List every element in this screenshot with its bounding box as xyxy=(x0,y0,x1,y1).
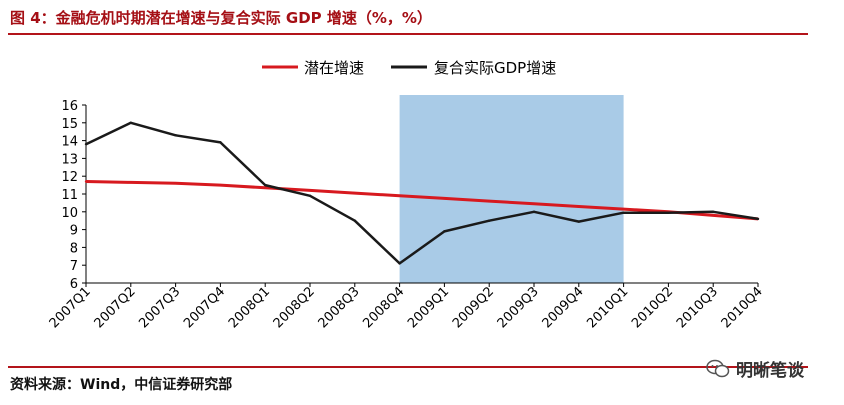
potential-growth-point xyxy=(264,186,267,189)
x-tick-label: 2007Q2 xyxy=(92,284,139,331)
potential-growth-point xyxy=(532,202,536,205)
potential-growth-point xyxy=(219,183,222,187)
actual-gdp-growth-point xyxy=(353,219,356,222)
actual-gdp-growth-point xyxy=(488,219,491,222)
actual-gdp-growth-point xyxy=(712,210,715,213)
potential-growth-point xyxy=(84,180,88,183)
chart-title: 图 4：金融危机时期潜在增速与复合实际 GDP 增速（%，%） xyxy=(10,9,432,27)
actual-gdp-growth-point xyxy=(264,183,267,187)
wechat-icon xyxy=(706,359,730,377)
actual-gdp-growth-point xyxy=(577,220,580,223)
actual-gdp-growth-point xyxy=(756,217,760,221)
watermark-text: 明晰笔谈 xyxy=(736,361,804,381)
actual-gdp-growth-point xyxy=(667,211,670,214)
potential-growth-point xyxy=(488,199,491,203)
x-tick-label: 2008Q1 xyxy=(226,284,273,331)
x-tick-label: 2009Q3 xyxy=(495,284,542,331)
x-tick-label: 2009Q2 xyxy=(450,284,497,331)
x-tick-label: 2010Q4 xyxy=(719,284,766,331)
watermark: 明晰笔谈 xyxy=(706,356,804,381)
y-tick-label: 9 xyxy=(70,224,78,239)
y-tick-label: 16 xyxy=(61,99,78,114)
x-tick-label: 2010Q3 xyxy=(674,284,721,331)
source-rule xyxy=(8,366,808,368)
shaded-period xyxy=(399,95,624,283)
actual-gdp-growth-point xyxy=(622,211,625,214)
y-tick-label: 6 xyxy=(70,277,78,292)
y-tick-label: 15 xyxy=(61,117,78,132)
actual-gdp-growth-line xyxy=(85,121,759,265)
y-tick-label: 14 xyxy=(61,135,78,150)
source-note: 资料来源：Wind，中信证券研究部 xyxy=(10,377,233,393)
actual-gdp-growth-point xyxy=(532,210,536,213)
actual-gdp-growth-point xyxy=(398,262,401,265)
actual-gdp-growth-point xyxy=(443,230,446,233)
y-tick-label: 7 xyxy=(70,259,78,274)
legend-label-actual: 复合实际GDP增速 xyxy=(434,59,556,77)
potential-growth-line xyxy=(85,180,759,221)
x-tick-label: 2010Q2 xyxy=(629,284,676,331)
actual-gdp-growth-point xyxy=(129,121,132,125)
potential-growth-point xyxy=(398,194,401,197)
legend-label-potential: 潜在增速 xyxy=(304,59,364,77)
title-rule xyxy=(8,33,808,35)
potential-growth-point xyxy=(174,182,177,185)
potential-growth-point xyxy=(308,189,312,192)
y-tick-label: 11 xyxy=(61,188,78,203)
potential-growth-point xyxy=(622,207,625,211)
actual-gdp-growth-point xyxy=(174,134,177,137)
x-tick-label: 2009Q4 xyxy=(540,284,587,331)
x-tick-label: 2010Q1 xyxy=(584,284,631,331)
potential-growth-point xyxy=(577,205,580,208)
line-chart: 6789101112131415162007Q12007Q22007Q32007… xyxy=(47,59,766,331)
potential-growth-point xyxy=(129,181,132,184)
x-tick-label: 2008Q3 xyxy=(316,284,363,331)
actual-gdp-growth-point xyxy=(308,194,312,197)
y-tick-label: 8 xyxy=(70,241,78,256)
x-tick-label: 2007Q3 xyxy=(136,284,183,331)
potential-growth-point xyxy=(443,197,446,200)
x-tick-label: 2008Q2 xyxy=(271,284,318,331)
potential-growth-point xyxy=(712,214,715,217)
y-tick-label: 10 xyxy=(61,206,78,221)
x-tick-label: 2007Q4 xyxy=(181,284,228,331)
x-tick-label: 2009Q1 xyxy=(405,284,452,331)
y-tick-label: 13 xyxy=(61,152,78,167)
y-tick-label: 12 xyxy=(61,170,78,185)
x-tick-label: 2008Q4 xyxy=(360,284,407,331)
actual-gdp-growth-point xyxy=(84,142,88,146)
potential-growth-point xyxy=(353,191,356,195)
actual-gdp-growth-point xyxy=(219,141,222,144)
